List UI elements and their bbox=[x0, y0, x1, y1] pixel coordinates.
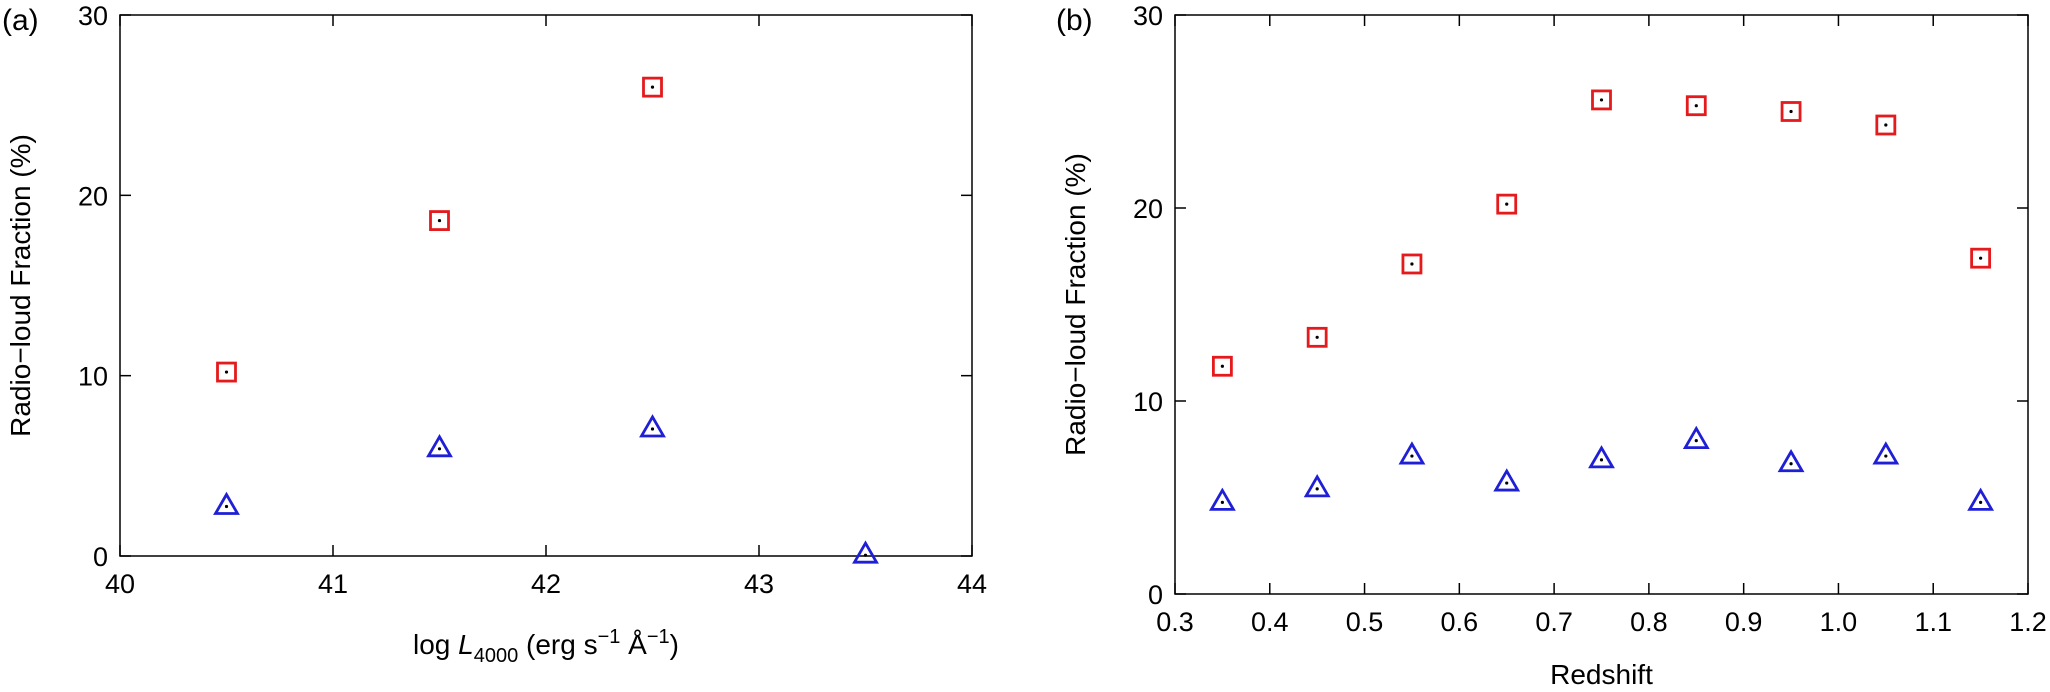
x-tick-label: 1.2 bbox=[2009, 607, 2047, 637]
triangle-marker bbox=[1493, 468, 1521, 492]
x-axis-label-prefix: log bbox=[413, 629, 458, 660]
triangle-marker bbox=[852, 540, 879, 564]
square-marker bbox=[1401, 253, 1423, 275]
x-tick-label: 0.6 bbox=[1441, 607, 1479, 637]
square-marker bbox=[1780, 101, 1802, 122]
x-tick-label: 0.8 bbox=[1630, 607, 1668, 637]
x-axis-label-sup1: −1 bbox=[598, 626, 621, 648]
y-tick-label: 20 bbox=[1133, 194, 1163, 224]
x-tick-label: 40 bbox=[105, 569, 135, 599]
triangle-marker bbox=[1872, 441, 1900, 465]
x-tick-label: 44 bbox=[957, 569, 987, 599]
x-axis-label-italic: L bbox=[458, 629, 474, 660]
y-axis-label: Radio−loud Fraction (%) bbox=[5, 134, 36, 437]
y-tick-label: 30 bbox=[78, 1, 108, 31]
x-tick-label: 42 bbox=[531, 569, 561, 599]
x-tick-label: 41 bbox=[318, 569, 348, 599]
x-tick-label: 1.0 bbox=[1820, 607, 1858, 637]
plot-frame bbox=[119, 14, 973, 557]
x-tick-label: 0.3 bbox=[1156, 607, 1194, 637]
y-tick-label: 10 bbox=[1133, 387, 1163, 417]
x-axis-label: log L4000 (erg s−1 Å−1) bbox=[413, 626, 679, 667]
triangle-marker bbox=[1682, 425, 1710, 450]
triangle-marker bbox=[1208, 487, 1236, 511]
x-tick-label: 0.7 bbox=[1535, 607, 1573, 637]
triangle-marker bbox=[426, 434, 453, 458]
x-axis-label: Redshift bbox=[1550, 659, 1653, 690]
x-tick-label: 43 bbox=[744, 569, 774, 599]
triangle-marker bbox=[1588, 445, 1615, 469]
y-tick-label: 30 bbox=[1133, 1, 1163, 31]
y-tick-label: 10 bbox=[78, 362, 108, 392]
triangle-marker bbox=[1303, 474, 1331, 498]
x-axis-label-sup2: −1 bbox=[647, 626, 670, 648]
x-axis-label-suffix: (erg s bbox=[518, 629, 597, 660]
x-tick-label: 0.4 bbox=[1251, 607, 1289, 637]
panel-label: (b) bbox=[1056, 4, 1093, 37]
square-marker bbox=[429, 210, 450, 231]
y-tick-label: 20 bbox=[78, 181, 108, 211]
x-axis-label-end: ) bbox=[670, 629, 679, 660]
triangle-marker bbox=[213, 491, 240, 515]
square-marker bbox=[1306, 326, 1328, 348]
panel-b: 0.3 0.4 0.5 0.6 0.7 0.8 0.9 1.0 1.1 1.2 0 10 20 30 (b)… bbox=[1056, 1, 2047, 690]
y-tick-label: 0 bbox=[1148, 580, 1163, 610]
triangle-marker bbox=[639, 414, 666, 438]
square-marker bbox=[1591, 89, 1612, 111]
x-tick-label: 0.9 bbox=[1725, 607, 1763, 637]
plot-frame bbox=[1174, 14, 2029, 595]
square-marker bbox=[1496, 193, 1518, 215]
square-marker bbox=[1685, 95, 1707, 117]
panel-label: (a) bbox=[2, 4, 39, 37]
square-marker bbox=[1970, 247, 1992, 269]
square-marker bbox=[216, 361, 237, 383]
square-marker bbox=[642, 76, 663, 98]
y-tick-label: 0 bbox=[93, 542, 108, 572]
triangle-marker bbox=[1967, 487, 1995, 511]
x-tick-label: 1.1 bbox=[1914, 607, 1952, 637]
x-axis-label-mid: Å bbox=[620, 629, 647, 660]
triangle-marker bbox=[1398, 441, 1426, 465]
y-axis-label: Radio−loud Fraction (%) bbox=[1060, 153, 1091, 456]
triangle-marker bbox=[1777, 448, 1805, 473]
square-marker bbox=[1875, 114, 1897, 136]
square-marker bbox=[1211, 355, 1233, 377]
panel-a: 40 41 42 43 44 0 10 20 30 (a) Radio−loud Fraction … bbox=[2, 1, 987, 667]
x-axis-label-subscript: 4000 bbox=[474, 645, 519, 667]
x-tick-label: 0.5 bbox=[1346, 607, 1384, 637]
